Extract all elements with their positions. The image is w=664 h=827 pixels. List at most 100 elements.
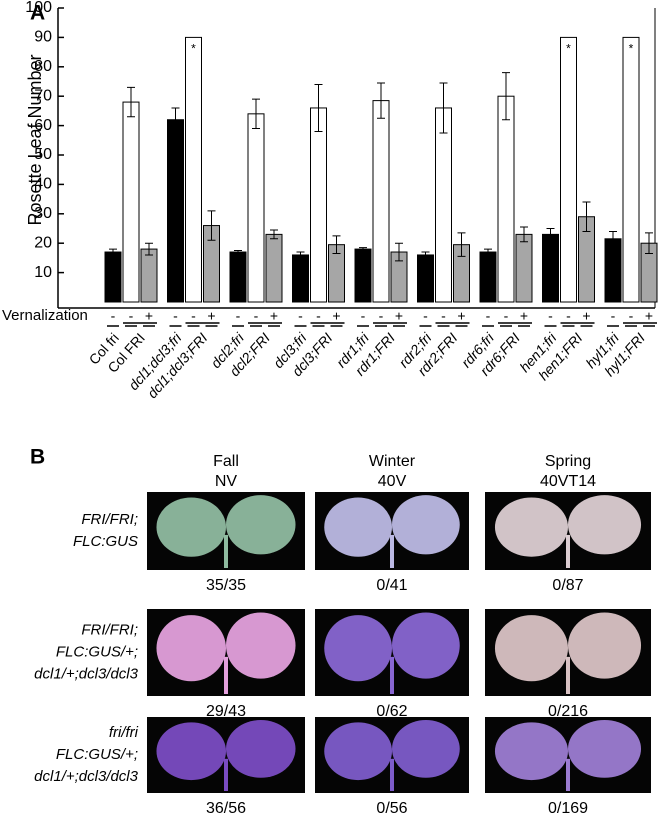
count: 0/56 bbox=[376, 800, 407, 817]
y-tick-label: 100 bbox=[25, 0, 52, 16]
vernalization-sign: - bbox=[361, 308, 366, 324]
count: 0/87 bbox=[552, 577, 583, 594]
error-bar bbox=[234, 250, 242, 254]
vernalization-sign: - bbox=[111, 308, 116, 324]
error-bar bbox=[484, 248, 492, 256]
vernalization-sign: - bbox=[379, 308, 384, 324]
column-header: Fall bbox=[213, 453, 239, 470]
column-header: 40VT14 bbox=[540, 473, 596, 490]
vernalization-sign: - bbox=[254, 308, 259, 324]
bar bbox=[604, 238, 622, 303]
error-bar bbox=[109, 248, 117, 256]
panel-label: B bbox=[30, 446, 45, 469]
error-bar bbox=[252, 98, 260, 130]
genotype-label: fri/fri bbox=[109, 724, 139, 741]
genotype-label: dcl1/+;dcl3/dcl3 bbox=[34, 768, 138, 785]
column-header: 40V bbox=[378, 473, 407, 490]
bar bbox=[167, 119, 184, 303]
y-tick-label: 60 bbox=[34, 117, 52, 134]
leaf bbox=[568, 720, 642, 778]
leaf bbox=[226, 612, 296, 679]
vernalization-sign: - bbox=[486, 308, 491, 324]
error-bar bbox=[314, 83, 323, 132]
bar-flag: * bbox=[629, 42, 634, 56]
error-bar bbox=[377, 82, 385, 119]
genotype-label: FLC:GUS bbox=[73, 533, 138, 550]
y-tick-label: 20 bbox=[34, 234, 52, 251]
error-bar bbox=[127, 86, 135, 118]
vernalization-sign: - bbox=[441, 308, 446, 324]
bar-flag: * bbox=[566, 42, 571, 56]
bar bbox=[622, 36, 640, 303]
error-bar bbox=[359, 247, 367, 252]
bar bbox=[265, 233, 283, 303]
vernalization-sign: + bbox=[332, 308, 340, 324]
bar bbox=[354, 248, 372, 303]
count: 0/169 bbox=[548, 800, 588, 817]
bar bbox=[292, 254, 309, 303]
error-bar bbox=[520, 226, 528, 243]
panel-label: A bbox=[30, 2, 45, 25]
bar bbox=[435, 107, 452, 303]
vernalization-sign: - bbox=[298, 308, 303, 324]
vernalization-sign: + bbox=[520, 308, 528, 324]
bar bbox=[372, 100, 390, 303]
error-bar bbox=[439, 82, 448, 134]
bar bbox=[122, 101, 140, 303]
bar bbox=[247, 113, 265, 303]
vernalization-sign: + bbox=[270, 308, 278, 324]
y-tick-label: 50 bbox=[34, 146, 52, 163]
vernalization-sign: - bbox=[566, 308, 571, 324]
vernalization-sign: - bbox=[316, 308, 321, 324]
error-bar bbox=[421, 251, 430, 259]
vernalization-sign: + bbox=[582, 308, 590, 324]
column-header: Winter bbox=[369, 453, 416, 470]
bar bbox=[560, 36, 577, 303]
error-bar bbox=[296, 251, 305, 259]
leaf bbox=[324, 722, 392, 781]
y-tick-label: 10 bbox=[34, 264, 52, 281]
y-tick-label: 70 bbox=[34, 87, 52, 104]
leaf bbox=[226, 495, 296, 555]
vernalization-sign: - bbox=[129, 308, 134, 324]
genotype-label: FRI/FRI; bbox=[81, 511, 138, 528]
bar bbox=[310, 107, 327, 303]
y-tick-label: 30 bbox=[34, 205, 52, 222]
count: 35/35 bbox=[206, 577, 246, 594]
error-bar bbox=[582, 201, 591, 232]
error-bar bbox=[546, 228, 555, 241]
error-bar bbox=[502, 72, 510, 121]
count: 29/43 bbox=[206, 703, 246, 720]
y-tick-label: 80 bbox=[34, 58, 52, 75]
bar bbox=[497, 95, 515, 303]
column-header: Spring bbox=[545, 453, 591, 470]
leaf bbox=[392, 495, 460, 555]
genotype-label: dcl1/+;dcl3/dcl3 bbox=[34, 665, 138, 682]
genotype-label: FRI/FRI; bbox=[81, 621, 138, 638]
vernalization-sign: + bbox=[457, 308, 465, 324]
vernalization-sign: + bbox=[207, 308, 215, 324]
y-axis-label: Rosette Leaf Number bbox=[25, 54, 45, 225]
vernalization-sign: + bbox=[395, 308, 403, 324]
y-tick-label: 90 bbox=[34, 29, 52, 46]
count: 36/56 bbox=[206, 800, 246, 817]
leaf bbox=[494, 722, 568, 781]
leaf bbox=[324, 615, 392, 682]
bar-flag: * bbox=[191, 42, 196, 56]
error-bar bbox=[207, 210, 216, 241]
leaf bbox=[156, 497, 226, 557]
error-bar bbox=[332, 235, 341, 254]
leaf bbox=[226, 720, 296, 778]
leaf bbox=[392, 720, 460, 778]
leaf bbox=[156, 722, 226, 781]
vernalization-sign: - bbox=[548, 308, 553, 324]
count: 0/62 bbox=[376, 703, 407, 720]
vernalization-sign: - bbox=[423, 308, 428, 324]
bar bbox=[140, 248, 158, 303]
vernalization-sign: - bbox=[236, 308, 241, 324]
leaf bbox=[568, 612, 642, 679]
genotype-label: FLC:GUS/+; bbox=[56, 746, 138, 763]
vernalization-sign: - bbox=[173, 308, 178, 324]
error-bar bbox=[395, 242, 403, 262]
error-bar bbox=[270, 229, 278, 240]
